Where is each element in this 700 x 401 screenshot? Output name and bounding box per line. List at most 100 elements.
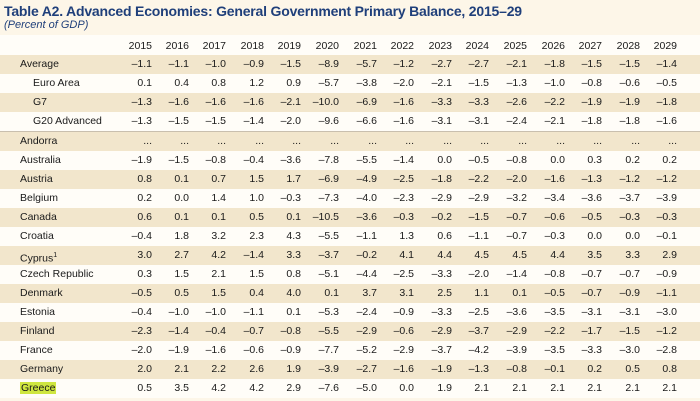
row-label: G7 [33, 93, 47, 112]
table-cell: 1.5 [249, 268, 264, 280]
table-cell: –0.5 [656, 77, 677, 89]
row-label-text: Average [20, 58, 59, 70]
table-cell: 4.4 [437, 249, 452, 261]
table-cell: –6.6 [356, 115, 377, 127]
row-label-text: Czech Republic [20, 268, 94, 280]
table-cell: ... [255, 135, 264, 147]
table-cell: –1.8 [544, 58, 565, 70]
table-cell: 0.4 [249, 287, 264, 299]
table-cell: –5.7 [356, 58, 377, 70]
table-cell: 0.8 [137, 173, 152, 185]
table-cell: –3.6 [356, 211, 377, 223]
table-cell: –5.5 [318, 230, 339, 242]
table-cell: –2.5 [393, 173, 414, 185]
table-cell: –2.7 [356, 363, 377, 375]
table-row: Belgium 0.2 0.0 1.4 1.0 –0.3 –7.3 –4.0 –2.3 –2.9 –… [0, 189, 700, 208]
table-cell: ... [180, 135, 189, 147]
table-cell: –1.5 [468, 77, 489, 89]
table-cell: 0.0 [399, 382, 414, 394]
table-cell: –1.4 [168, 325, 189, 337]
table-cell: –8.9 [318, 58, 339, 70]
table-row: Andorra.................................… [0, 131, 700, 151]
table-cell: –1.5 [619, 325, 640, 337]
table-cell: –3.1 [619, 306, 640, 318]
table-cell: –1.6 [205, 344, 226, 356]
row-label: Andorra [20, 132, 57, 151]
table-cell: 2.9 [286, 382, 301, 394]
year-header: 2019 [277, 40, 301, 52]
row-label: Canada [20, 208, 57, 227]
table-cell: 4.2 [211, 382, 226, 394]
table-cell: –2.6 [506, 96, 527, 108]
row-label-text: Cyprus [20, 252, 54, 265]
table-cell: –3.6 [506, 306, 527, 318]
table-cell: 3.5 [587, 249, 602, 261]
year-header: 2022 [390, 40, 414, 52]
table-cell: 4.2 [249, 382, 264, 394]
table-cell: –1.4 [506, 268, 527, 280]
table-cell: –1.9 [619, 96, 640, 108]
table-cell: 3.2 [211, 230, 226, 242]
table-cell: 0.8 [286, 268, 301, 280]
table-cell: 2.1 [662, 382, 677, 394]
table-cell: –1.5 [468, 211, 489, 223]
table-cell: 2.6 [249, 363, 264, 375]
table-cell: –2.9 [431, 192, 452, 204]
table-cell: –1.9 [168, 344, 189, 356]
row-label-text: Croatia [20, 230, 54, 242]
year-header: 2021 [353, 40, 377, 52]
table-cell: –1.8 [656, 96, 677, 108]
table-cell: –1.0 [544, 77, 565, 89]
table-row: Euro Area 0.1 0.4 0.8 1.2 0.9 –5.7 –3.8 –2.0 –2.1… [0, 74, 700, 93]
table-cell: –2.5 [393, 268, 414, 280]
table-cell: –3.9 [506, 344, 527, 356]
table-cell: –1.3 [468, 363, 489, 375]
table-cell: 0.1 [286, 211, 301, 223]
row-label-text: Euro Area [33, 77, 80, 89]
table-cell: 0.5 [174, 287, 189, 299]
table-row: G7 –1.3 –1.6 –1.6 –1.6 –2.1 –10.0 –6.9 –1.6 –3.3 –… [0, 93, 700, 112]
table-cell: –2.0 [280, 115, 301, 127]
table-cell: –0.5 [131, 287, 152, 299]
table-cell: 0.1 [512, 287, 527, 299]
table-cell: 0.1 [174, 211, 189, 223]
table-cell: ... [330, 135, 339, 147]
table-cell: –3.6 [581, 192, 602, 204]
table-cell: 1.7 [286, 173, 301, 185]
table-row: Czech Republic 0.3 1.5 2.1 1.5 0.8 –5.1 –4.4 –2.… [0, 265, 700, 284]
row-label: Germany [20, 360, 63, 379]
table-cell: –1.0 [205, 58, 226, 70]
table-cell: 3.1 [399, 287, 414, 299]
table-cell: –3.1 [468, 115, 489, 127]
table-cell: 1.3 [399, 230, 414, 242]
table-cell: 1.2 [249, 77, 264, 89]
table-cell: –2.9 [506, 325, 527, 337]
table-cell: –0.9 [656, 268, 677, 280]
table-cell: ... [518, 135, 527, 147]
table-cell: –1.6 [393, 363, 414, 375]
table-cell: 1.8 [174, 230, 189, 242]
year-header: 2015 [128, 40, 152, 52]
table-cell: 4.3 [286, 230, 301, 242]
row-label: Euro Area [33, 74, 80, 93]
table-cell: ... [443, 135, 452, 147]
table-cell: –2.3 [131, 325, 152, 337]
row-label-text: Canada [20, 211, 57, 223]
table-cell: –5.7 [318, 77, 339, 89]
table-cell: –4.9 [356, 173, 377, 185]
table-cell: –0.1 [544, 363, 565, 375]
table-cell: –2.2 [468, 173, 489, 185]
table-cell: 1.5 [174, 268, 189, 280]
row-label: Greece [20, 379, 57, 398]
table-cell: –3.0 [656, 306, 677, 318]
table-cell: 2.3 [249, 230, 264, 242]
table-row: Finland –2.3 –1.4 –0.4 –0.7 –0.8 –5.5 –2.9 –0.6 –… [0, 322, 700, 341]
table-cell: –5.3 [318, 306, 339, 318]
row-label-text: Finland [20, 325, 55, 337]
table-cell: –0.5 [581, 211, 602, 223]
table-cell: –6.9 [318, 173, 339, 185]
table-cell: –0.8 [506, 363, 527, 375]
table-cell: –2.3 [393, 192, 414, 204]
table-cell: –1.1 [243, 306, 264, 318]
table-cell: –1.7 [581, 325, 602, 337]
